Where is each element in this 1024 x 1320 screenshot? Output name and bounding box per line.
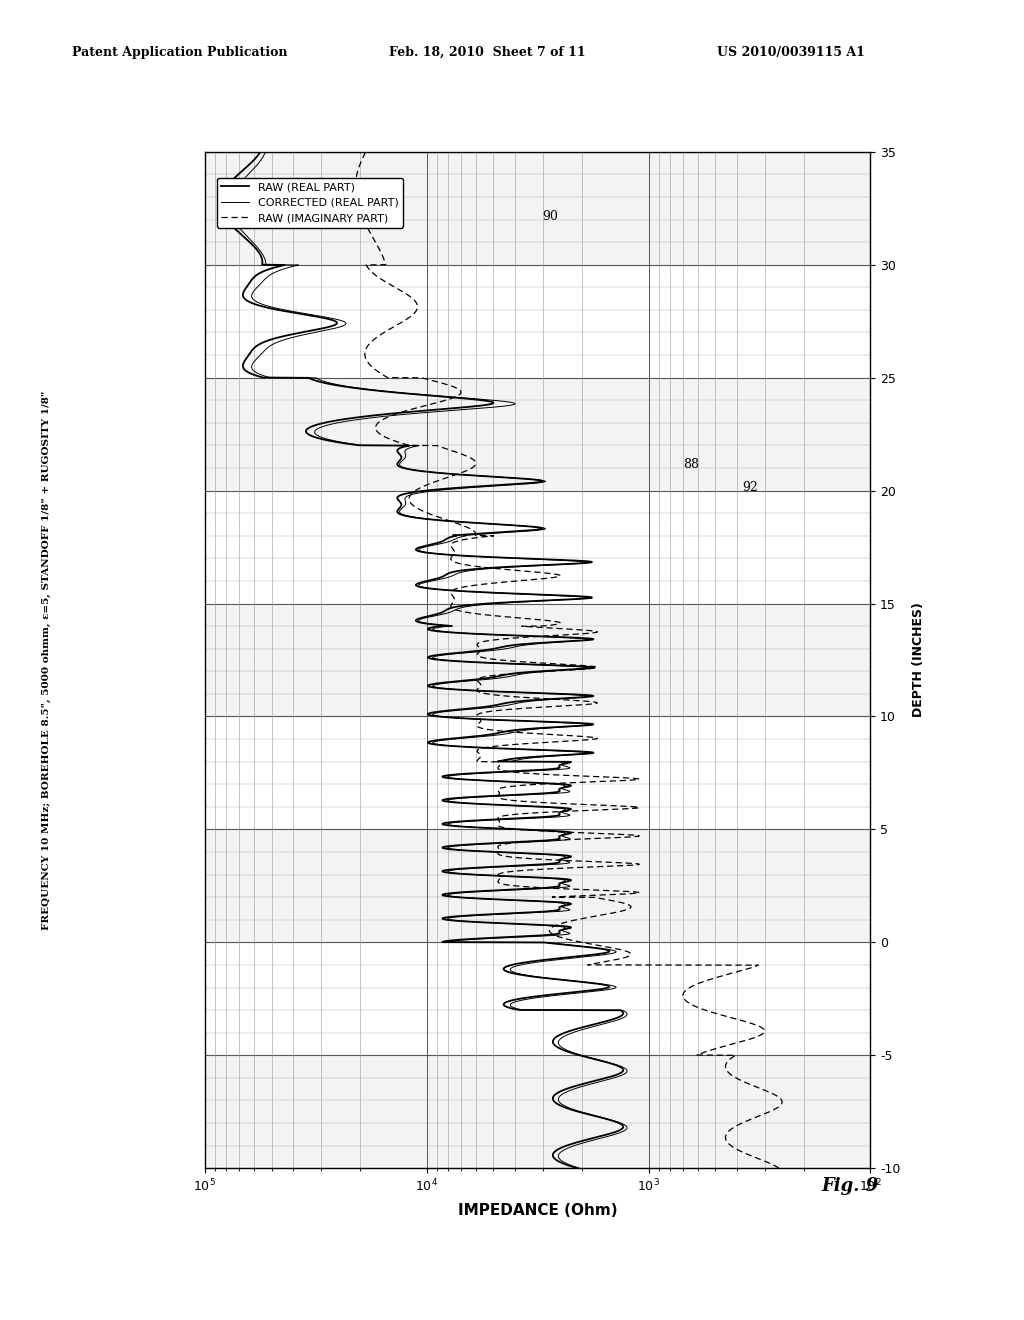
Bar <box>205 603 870 717</box>
Bar <box>205 152 870 265</box>
Text: US 2010/0039115 A1: US 2010/0039115 A1 <box>717 46 864 59</box>
Bar <box>205 1055 870 1168</box>
X-axis label: IMPEDANCE (Ohm): IMPEDANCE (Ohm) <box>458 1203 617 1218</box>
Text: Patent Application Publication: Patent Application Publication <box>72 46 287 59</box>
Text: Feb. 18, 2010  Sheet 7 of 11: Feb. 18, 2010 Sheet 7 of 11 <box>389 46 586 59</box>
Bar <box>205 378 870 491</box>
Text: Fig. 9: Fig. 9 <box>821 1176 879 1195</box>
Legend: RAW (REAL PART), CORRECTED (REAL PART), RAW (IMAGINARY PART): RAW (REAL PART), CORRECTED (REAL PART), … <box>217 178 403 227</box>
Text: FREQUENCY 10 MHz; BOREHOLE 8.5", 5000 ohmm, ε=5, STANDOFF 1/8" + RUGOSITY 1/8": FREQUENCY 10 MHz; BOREHOLE 8.5", 5000 oh… <box>42 391 50 929</box>
Text: 90: 90 <box>543 210 558 223</box>
Text: 92: 92 <box>741 480 758 494</box>
Y-axis label: DEPTH (INCHES): DEPTH (INCHES) <box>911 602 925 718</box>
Bar <box>205 829 870 942</box>
Text: 88: 88 <box>683 458 699 471</box>
